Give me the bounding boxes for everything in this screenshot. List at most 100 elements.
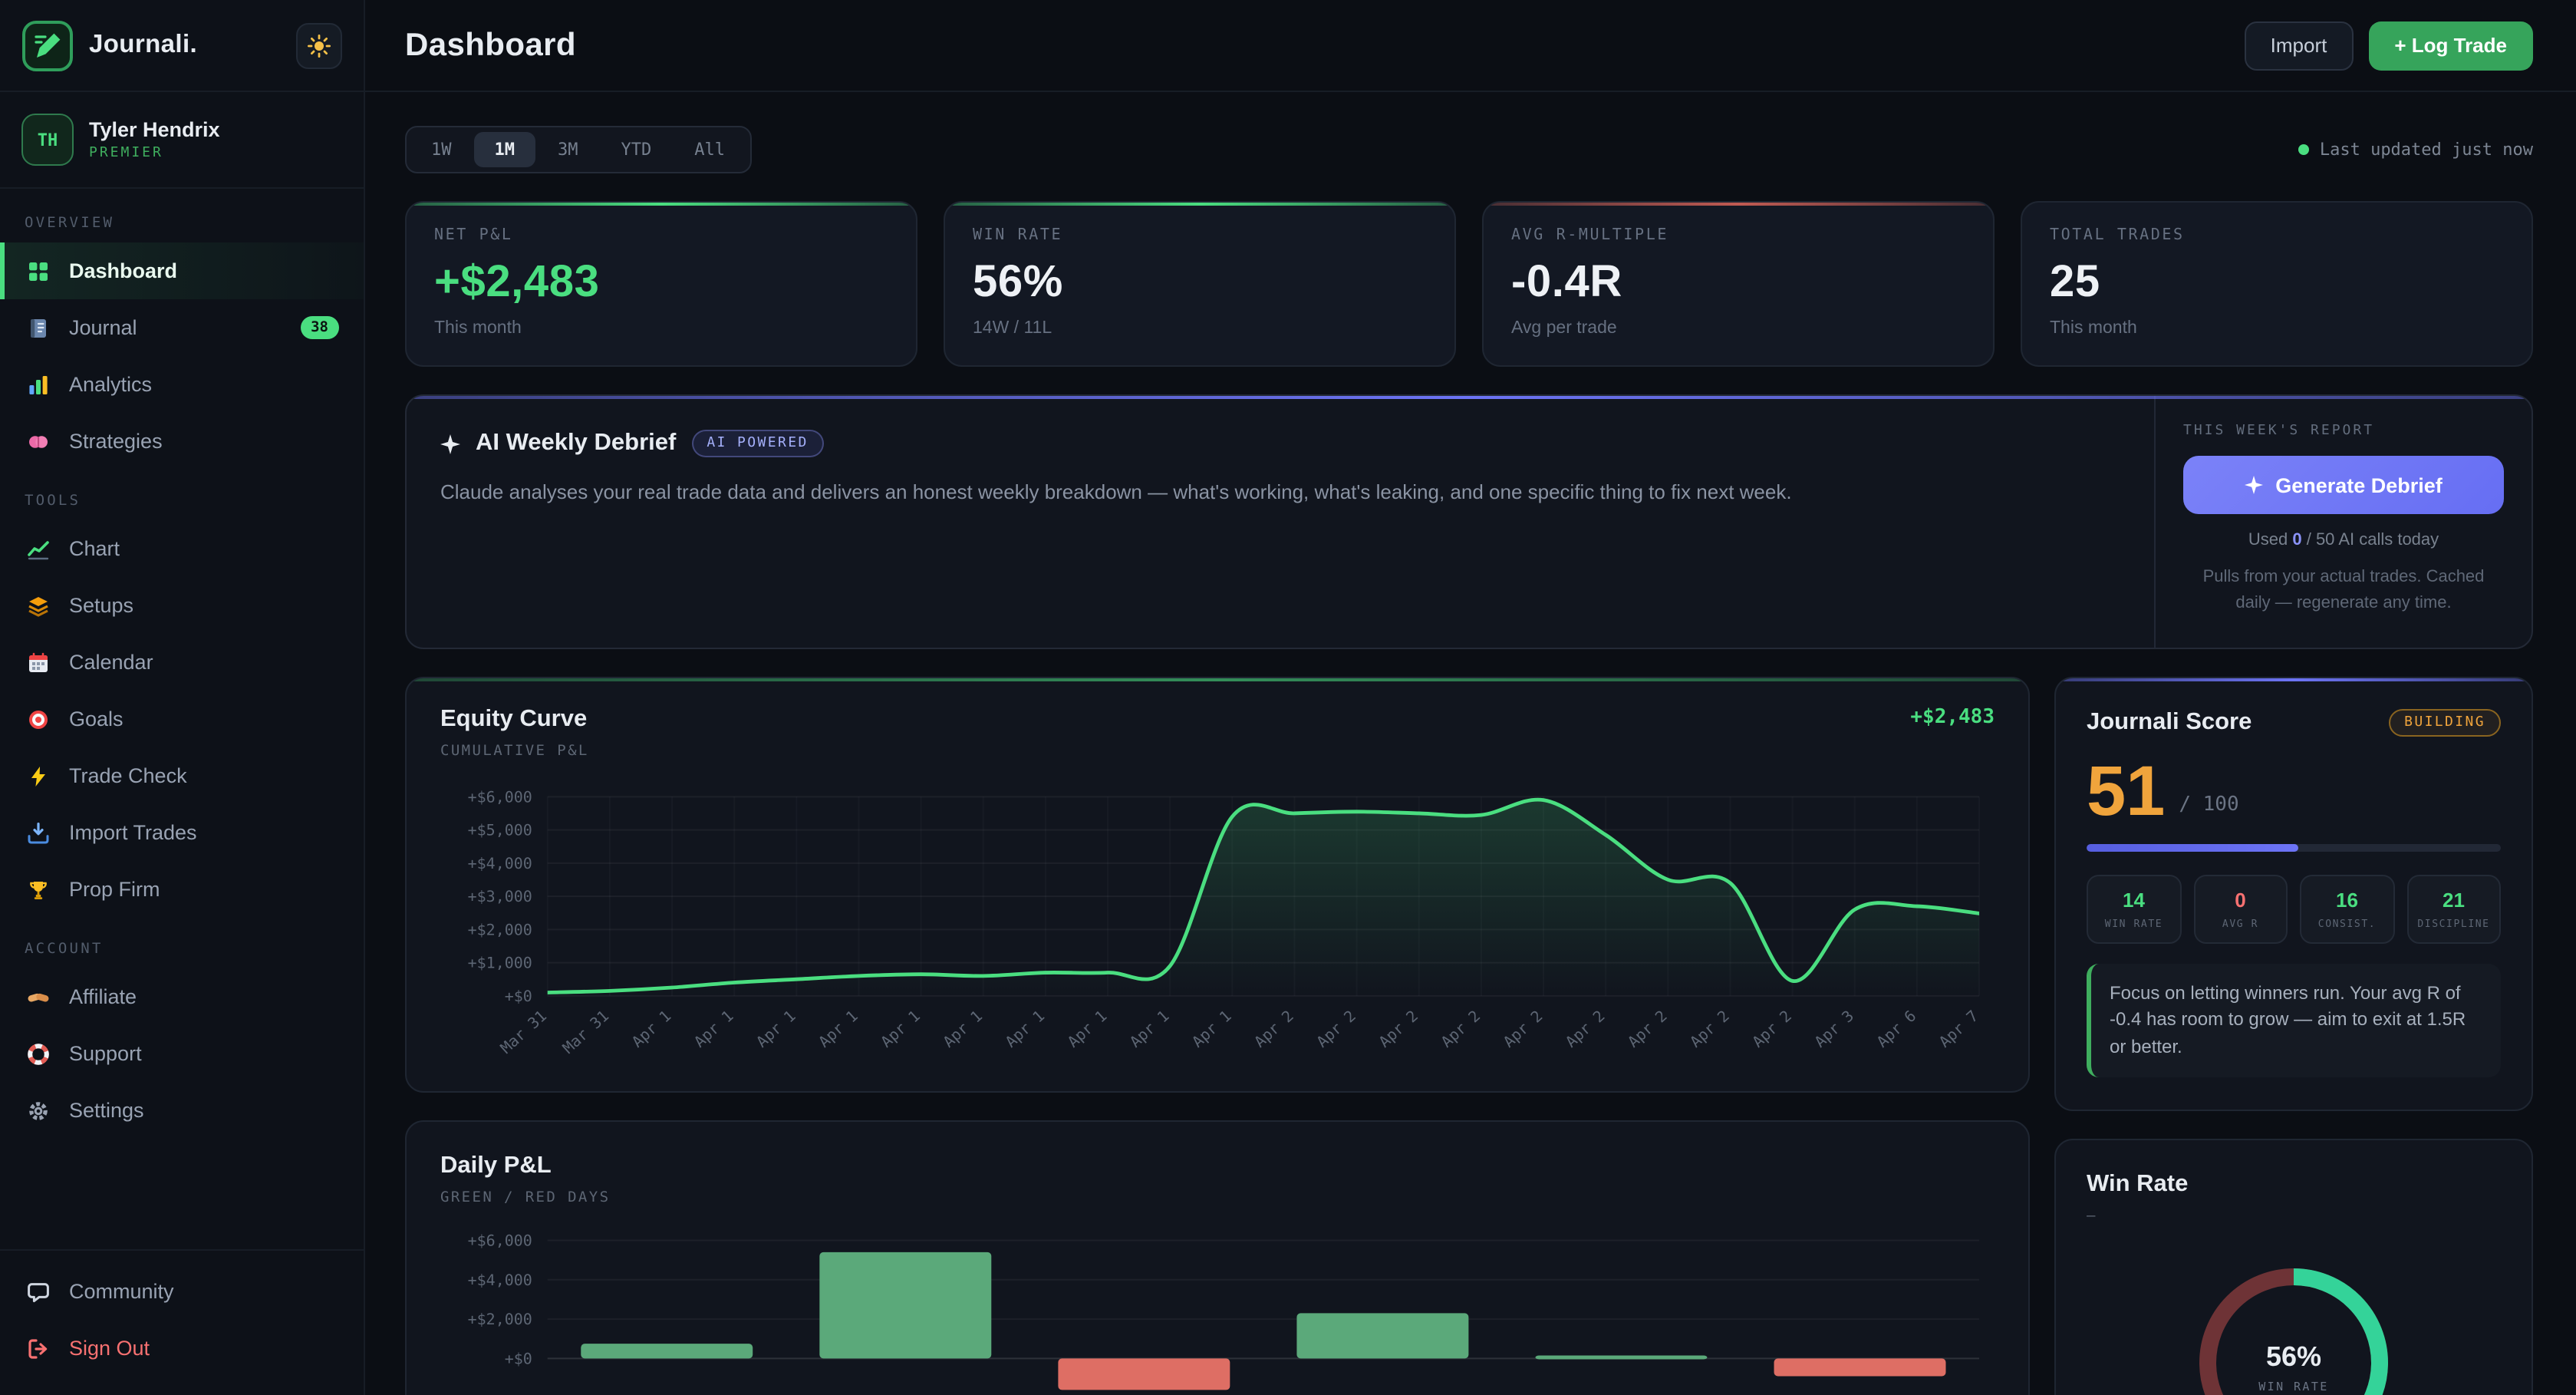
goals-icon [25,706,51,732]
sidebar-header: Journali. [0,0,364,92]
generate-debrief-button[interactable]: Generate Debrief [2183,456,2504,514]
range-tab-3m[interactable]: 3M [558,140,578,160]
svg-text:+$6,000: +$6,000 [468,787,532,806]
svg-text:+$0: +$0 [505,987,532,1005]
sidebar-item-settings[interactable]: Settings [0,1082,364,1139]
svg-text:Apr 1: Apr 1 [628,1007,675,1051]
sidebar-item-prop-firm[interactable]: Prop Firm [0,861,364,918]
sidebar-item-sign-out[interactable]: Sign Out [0,1320,364,1377]
journali-score-card: Journali Score BUILDING 51 / 100 1 [2054,677,2533,1111]
svg-text:Apr 6: Apr 6 [1873,1007,1920,1051]
ai-debrief-title: AI Weekly Debrief [476,430,677,456]
svg-text:Apr 2: Apr 2 [1500,1007,1547,1051]
import-button[interactable]: Import [2244,21,2354,70]
svg-text:+$4,000: +$4,000 [468,1271,532,1289]
gear-icon [25,1097,51,1123]
sidebar-item-import-trades[interactable]: Import Trades [0,804,364,861]
sidebar-item-analytics[interactable]: Analytics [0,356,364,413]
svg-text:Apr 2: Apr 2 [1438,1007,1484,1051]
dashboard-icon [25,258,51,284]
user-card[interactable]: TH Tyler Hendrix PREMIER [0,92,364,189]
building-badge: BUILDING [2389,709,2501,737]
svg-text:Apr 1: Apr 1 [877,1007,924,1051]
score-max: / 100 [2179,793,2239,817]
svg-text:+$6,000: +$6,000 [468,1231,532,1249]
range-tab-1m[interactable]: 1M [474,132,535,167]
report-label: THIS WEEK'S REPORT [2183,424,2375,439]
svg-text:+$0: +$0 [505,1349,532,1367]
svg-text:Apr 2: Apr 2 [1375,1007,1421,1051]
sidebar-item-goals[interactable]: Goals [0,691,364,747]
svg-text:Mar 31: Mar 31 [496,1007,550,1057]
sidebar-item-support[interactable]: Support [0,1025,364,1082]
journali-score-title: Journali Score [2087,709,2252,735]
range-tab-1w[interactable]: 1W [431,140,452,160]
sidebar-item-affiliate[interactable]: Affiliate [0,968,364,1025]
ai-note: Pulls from your actual trades. Cached da… [2202,568,2485,612]
svg-text:+$4,000: +$4,000 [468,854,532,872]
sidebar-item-trade-check[interactable]: Trade Check [0,747,364,804]
stat-sub: 14W / 11L [973,319,1052,338]
ai-powered-badge: AI POWERED [691,430,824,457]
svg-text:Apr 1: Apr 1 [1126,1007,1173,1051]
svg-text:Apr 1: Apr 1 [939,1007,986,1051]
equity-curve-title: Equity Curve [440,706,588,732]
win-rate-label: WIN RATE [2258,1379,2329,1393]
svg-text:Apr 1: Apr 1 [1188,1007,1235,1051]
equity-chart: +$0 +$1,000 +$2,000 +$3,000 +$4,000 +$5,000 +$… [468,787,1982,1057]
user-plan-badge: PREMIER [89,146,163,161]
stat-value: 25 [2050,258,2100,307]
sidebar-item-dashboard[interactable]: Dashboard [0,242,364,299]
sidebar-item-journal[interactable]: Journal 38 [0,299,364,356]
equity-curve-card: Equity Curve CUMULATIVE P&L +$2,483 +$0 +… [405,677,2030,1093]
main-area: Dashboard Import + Log Trade 1W 1M 3M YT… [365,0,2576,1395]
svg-text:+$1,000: +$1,000 [468,954,532,972]
daily-pnl-card: Daily P&L GREEN / RED DAYS +$6,000 +$4,00… [405,1120,2030,1395]
ai-usage-count: 0 [2292,531,2302,549]
range-tab-ytd[interactable]: YTD [621,140,652,160]
win-rate-title: Win Rate [2087,1171,2189,1197]
svg-text:Apr 1: Apr 1 [690,1007,737,1051]
metric-avg-r: 0 AVG R [2193,875,2288,945]
sidebar: Journali. TH Tyler Hendrix PREMIER [0,0,365,1395]
toolbar-row: 1W 1M 3M YTD All Last updated just now [405,126,2533,173]
score-metrics: 14 WIN RATE 0 AVG R 16 CONSIST. [2087,875,2501,945]
win-rate-donut [2199,1268,2388,1395]
chat-bubble-icon [25,1278,51,1304]
score-progress [2087,844,2501,852]
avatar: TH [21,114,74,166]
chart-icon [25,536,51,562]
range-tabs: 1W 1M 3M YTD All [405,126,751,173]
svg-text:Apr 2: Apr 2 [1250,1007,1297,1051]
stat-label: NET P&L [434,227,513,244]
sidebar-item-calendar[interactable]: Calendar [0,634,364,691]
svg-text:Apr 7: Apr 7 [1935,1007,1982,1051]
import-icon [25,820,51,846]
sun-icon [307,33,331,58]
app-logo-icon [21,19,74,71]
svg-text:Apr 1: Apr 1 [815,1007,861,1051]
svg-text:Apr 2: Apr 2 [1686,1007,1733,1051]
theme-toggle-button[interactable] [296,22,342,68]
stat-card-total-trades: TOTAL TRADES 25 This month [2021,201,2533,367]
log-trade-button[interactable]: + Log Trade [2368,21,2533,70]
sparkle-icon [2245,476,2264,494]
stat-label: AVG R-MULTIPLE [1511,227,1668,244]
stat-label: WIN RATE [973,227,1063,244]
sidebar-item-setups[interactable]: Setups [0,577,364,634]
nav-section-account: ACCOUNT [25,941,104,958]
win-rate-value: 56% [2265,1341,2322,1371]
score-insight: Focus on letting winners run. Your avg R… [2087,964,2501,1078]
stat-card-net-pnl: NET P&L +$2,483 This month [405,201,917,367]
strategies-icon [25,428,51,454]
sidebar-item-chart[interactable]: Chart [0,520,364,577]
sidebar-item-community[interactable]: Community [0,1263,364,1320]
win-rate-donut-wrap: 56% WIN RATE [2171,1240,2416,1395]
stat-value: -0.4R [1511,258,1622,307]
lifebuoy-icon [25,1040,51,1067]
stat-value: +$2,483 [434,258,600,307]
sidebar-item-strategies[interactable]: Strategies [0,413,364,470]
page-title: Dashboard [405,27,576,62]
range-tab-all[interactable]: All [694,140,725,160]
